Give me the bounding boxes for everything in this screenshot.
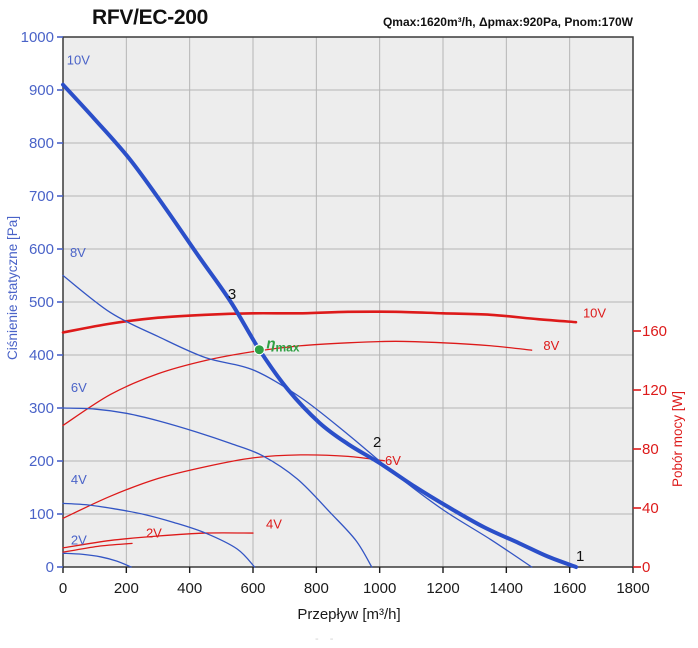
y-axis-label-power: Pobór mocy [W]: [670, 390, 685, 487]
y-left-tick-label: 1000: [21, 29, 54, 46]
pressure-curve-label-8v: 8V: [70, 245, 86, 260]
power-curve-label-2v: 2V: [146, 526, 162, 541]
x-tick-label: 0: [59, 580, 67, 597]
x-axis-label-flow: Przepływ [m³/h]: [297, 606, 401, 623]
y-right-tick-label: 0: [642, 559, 650, 576]
y-right-tick-label: 160: [642, 323, 667, 340]
y-left-tick-label: 700: [29, 188, 54, 205]
x-tick-label: 800: [304, 580, 329, 597]
pressure-curve-8v: [62, 274, 533, 568]
power-curve-4v: [62, 532, 254, 549]
efficiency-point-label: ηmax: [266, 336, 300, 355]
x-tick-label: 600: [240, 580, 265, 597]
grid: [63, 37, 633, 567]
pressure-curve-label-6v: 6V: [71, 380, 87, 395]
y-left-tick-label: 900: [29, 82, 54, 99]
y-left-tick-label: 800: [29, 135, 54, 152]
operating-point-label-1: 1: [576, 548, 584, 565]
operating-point-label-3: 3: [228, 286, 236, 303]
pressure-curve-4v: [62, 502, 256, 568]
x-tick-label: 1600: [553, 580, 586, 597]
y-left-tick-label: 100: [29, 506, 54, 523]
x-tick-label: 400: [177, 580, 202, 597]
pressure-curve-10v: [61, 82, 578, 569]
power-curve-label-10v: 10V: [583, 306, 606, 321]
operating-point-label-2: 2: [373, 434, 381, 451]
efficiency-point-dot: [253, 344, 265, 356]
y-left-tick-label: 0: [46, 559, 54, 576]
x-tick-label: 1400: [490, 580, 523, 597]
axis-ticks: 0 200 400 600 800 1000 1200 1400 1600 18000100200…: [21, 29, 667, 597]
y-right-tick-label: 40: [642, 500, 659, 517]
pressure-curve-label-4v: 4V: [71, 472, 87, 487]
power-curve-10v: [61, 310, 578, 334]
y-left-tick-label: 200: [29, 453, 54, 470]
cropped-watermark-artifact: ‐ ‐: [315, 633, 338, 645]
x-tick-label: 1800: [616, 580, 649, 597]
pressure-curve-2v: [62, 552, 132, 568]
power-curve-label-8v: 8V: [543, 338, 559, 353]
power-curve-label-6v: 6V: [385, 453, 401, 468]
y-left-tick-label: 400: [29, 347, 54, 364]
y-axis-label-pressure: Ciśnienie statyczne [Pa]: [5, 215, 20, 360]
page-title: RFV/EC-200: [92, 6, 209, 29]
pressure-curve-6v: [62, 407, 373, 568]
power-curve-label-4v: 4V: [266, 517, 282, 532]
y-right-tick-label: 120: [642, 382, 667, 399]
y-left-tick-label: 600: [29, 241, 54, 258]
y-left-tick-label: 500: [29, 294, 54, 311]
pressure-curve-label-2v: 2V: [71, 533, 87, 548]
power-curve-8v: [62, 340, 533, 427]
spec-summary: Qmax:1620m³/h, Δpmax:920Pa, Pnom:170W: [382, 15, 633, 29]
x-tick-label: 1200: [426, 580, 459, 597]
pressure-curve-label-10v: 10V: [67, 53, 90, 68]
y-right-tick-label: 80: [642, 441, 659, 458]
power-curve-2v: [62, 542, 133, 553]
power-curve-6v: [62, 454, 386, 519]
x-tick-label: 1000: [363, 580, 396, 597]
y-left-tick-label: 300: [29, 400, 54, 417]
x-tick-label: 200: [114, 580, 139, 597]
